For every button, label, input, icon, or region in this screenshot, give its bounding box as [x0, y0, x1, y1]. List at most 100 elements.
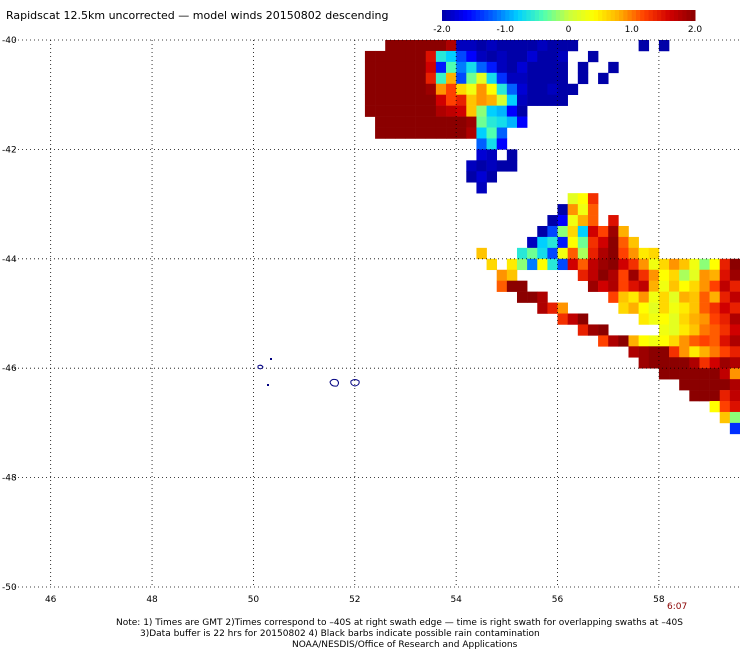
colorbar-segment	[530, 10, 536, 21]
colorbar-segment	[488, 10, 494, 21]
wind-cell	[729, 258, 740, 271]
wind-cell	[709, 302, 721, 314]
wind-cell	[375, 94, 386, 106]
wind-cell	[385, 72, 396, 85]
wind-cell	[364, 72, 376, 85]
wind-cell	[669, 346, 680, 358]
wind-cell	[486, 50, 498, 63]
wind-cell	[486, 40, 498, 52]
wind-cell	[669, 313, 680, 325]
wind-cell	[385, 94, 396, 106]
wind-cell	[486, 116, 498, 128]
wind-cell	[527, 50, 538, 63]
wind-cell	[496, 127, 508, 139]
wind-cell	[537, 50, 548, 63]
wind-cell	[587, 204, 599, 216]
wind-cell	[618, 280, 629, 292]
wind-cell	[679, 269, 690, 281]
colorbar-segment	[446, 10, 451, 21]
wind-cell	[506, 280, 518, 292]
wind-cell	[567, 204, 579, 216]
wind-cell	[516, 280, 528, 292]
wind-cell	[658, 291, 670, 303]
wind-cell	[638, 258, 650, 271]
wind-cell	[486, 72, 498, 85]
wind-cell	[587, 258, 599, 271]
wind-cell	[405, 127, 416, 139]
wind-cell	[476, 83, 487, 95]
wind-cell	[577, 258, 589, 271]
wind-cell	[638, 313, 650, 325]
wind-cell	[709, 401, 721, 413]
wind-cell	[587, 215, 599, 227]
colorbar-segment	[690, 10, 696, 21]
wind-cell	[435, 50, 447, 63]
wind-cell	[395, 105, 406, 117]
wind-cell	[658, 269, 670, 281]
wind-cell	[425, 127, 437, 139]
y-axis-ticks: -40 -42 -44 -46 -48 -50	[2, 36, 17, 593]
colorbar-segment	[686, 10, 692, 21]
wind-cell	[506, 40, 518, 52]
wind-cell	[577, 193, 589, 205]
wind-cell	[496, 105, 508, 117]
grid-lines	[14, 39, 740, 588]
colorbar-segment	[657, 10, 662, 21]
wind-cell	[689, 379, 700, 391]
colorbar-segment	[644, 10, 650, 21]
wind-cell	[456, 83, 467, 95]
colorbar-segment	[543, 10, 548, 21]
wind-cell	[608, 247, 619, 260]
wind-cell	[577, 247, 589, 260]
wind-cell	[435, 83, 447, 95]
wind-cell	[598, 72, 609, 85]
colorbar-segment	[665, 10, 671, 21]
wind-cell	[648, 357, 660, 369]
wind-cell	[658, 346, 670, 358]
wind-cell	[435, 61, 447, 74]
wind-cell	[587, 193, 599, 205]
wind-cell	[435, 127, 447, 139]
wind-cell	[709, 335, 721, 347]
wind-cell	[496, 280, 508, 292]
wind-cell	[618, 247, 629, 260]
wind-cell	[506, 149, 518, 161]
wind-cell	[496, 83, 508, 95]
wind-cell	[719, 269, 731, 281]
wind-cell	[516, 291, 528, 303]
x-tick-label: 46	[45, 595, 57, 605]
wind-cell	[689, 313, 700, 325]
wind-cell	[729, 269, 740, 281]
colorbar-segment	[534, 10, 540, 21]
wind-cell	[425, 40, 437, 52]
island-outline	[267, 384, 269, 386]
wind-cell	[719, 335, 731, 347]
wind-cell	[567, 258, 579, 271]
colorbar-segment	[614, 10, 620, 21]
wind-cell	[476, 160, 487, 172]
wind-cell	[405, 83, 416, 95]
colorbar-tick-label: 0	[566, 25, 572, 35]
colorbar-segment	[568, 10, 574, 21]
wind-cell	[476, 182, 487, 194]
colorbar-segment	[673, 10, 679, 21]
colorbar-segment	[458, 10, 464, 21]
wind-cell	[719, 302, 731, 314]
wind-cell	[415, 83, 427, 95]
wind-cell	[456, 61, 467, 74]
wind-cell	[466, 127, 477, 139]
colorbar-segment	[505, 10, 510, 21]
wind-cell	[709, 258, 721, 271]
colorbar-segment	[442, 10, 447, 21]
wind-cell	[456, 72, 467, 85]
wind-cell	[435, 116, 447, 128]
wind-cell	[486, 138, 498, 150]
wind-cell	[638, 357, 650, 369]
wind-cell	[577, 225, 589, 238]
wind-cell	[577, 313, 589, 325]
colorbar-segment	[450, 10, 456, 21]
wind-cell	[729, 368, 740, 380]
wind-cell	[496, 138, 508, 150]
wind-cell	[395, 127, 406, 139]
wind-cell	[709, 390, 721, 402]
